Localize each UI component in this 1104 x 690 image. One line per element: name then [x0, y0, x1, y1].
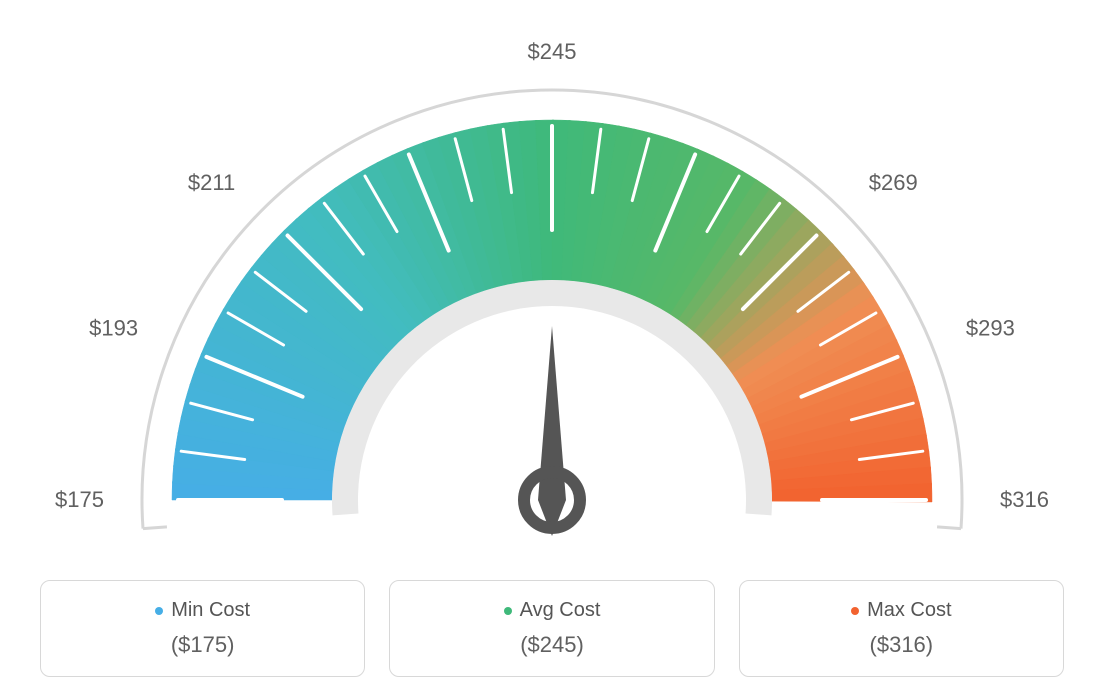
legend-title-min: Min Cost [155, 599, 250, 622]
legend-bullet-max [851, 607, 859, 615]
gauge-svg: $175 $193 $211 $245 $269 $293 $316 [20, 20, 1084, 560]
gauge-tick-label: $175 [55, 487, 104, 512]
legend-value-max: ($316) [760, 632, 1043, 658]
legend-title-max: Max Cost [851, 599, 951, 622]
legend-label-max: Max Cost [867, 599, 951, 622]
gauge-tick-label: $316 [1000, 487, 1049, 512]
legend-value-avg: ($245) [410, 632, 693, 658]
legend-card-max: Max Cost ($316) [739, 580, 1064, 677]
legend-title-avg: Avg Cost [504, 599, 601, 622]
gauge-tick-label: $245 [528, 39, 577, 64]
gauge-tick-label: $269 [869, 170, 918, 195]
legend-label-min: Min Cost [171, 599, 250, 622]
legend-bullet-avg [504, 607, 512, 615]
legend-card-avg: Avg Cost ($245) [389, 580, 714, 677]
legend-bullet-min [155, 607, 163, 615]
legend-label-avg: Avg Cost [520, 599, 601, 622]
legend-row: Min Cost ($175) Avg Cost ($245) Max Cost… [20, 580, 1084, 677]
legend-value-min: ($175) [61, 632, 344, 658]
gauge-tick-label: $211 [188, 170, 235, 195]
gauge-needle [538, 326, 566, 536]
legend-card-min: Min Cost ($175) [40, 580, 365, 677]
gauge-tick-label: $293 [966, 316, 1015, 341]
gauge-tick-label: $193 [89, 316, 138, 341]
gauge-chart: $175 $193 $211 $245 $269 $293 $316 [20, 20, 1084, 560]
